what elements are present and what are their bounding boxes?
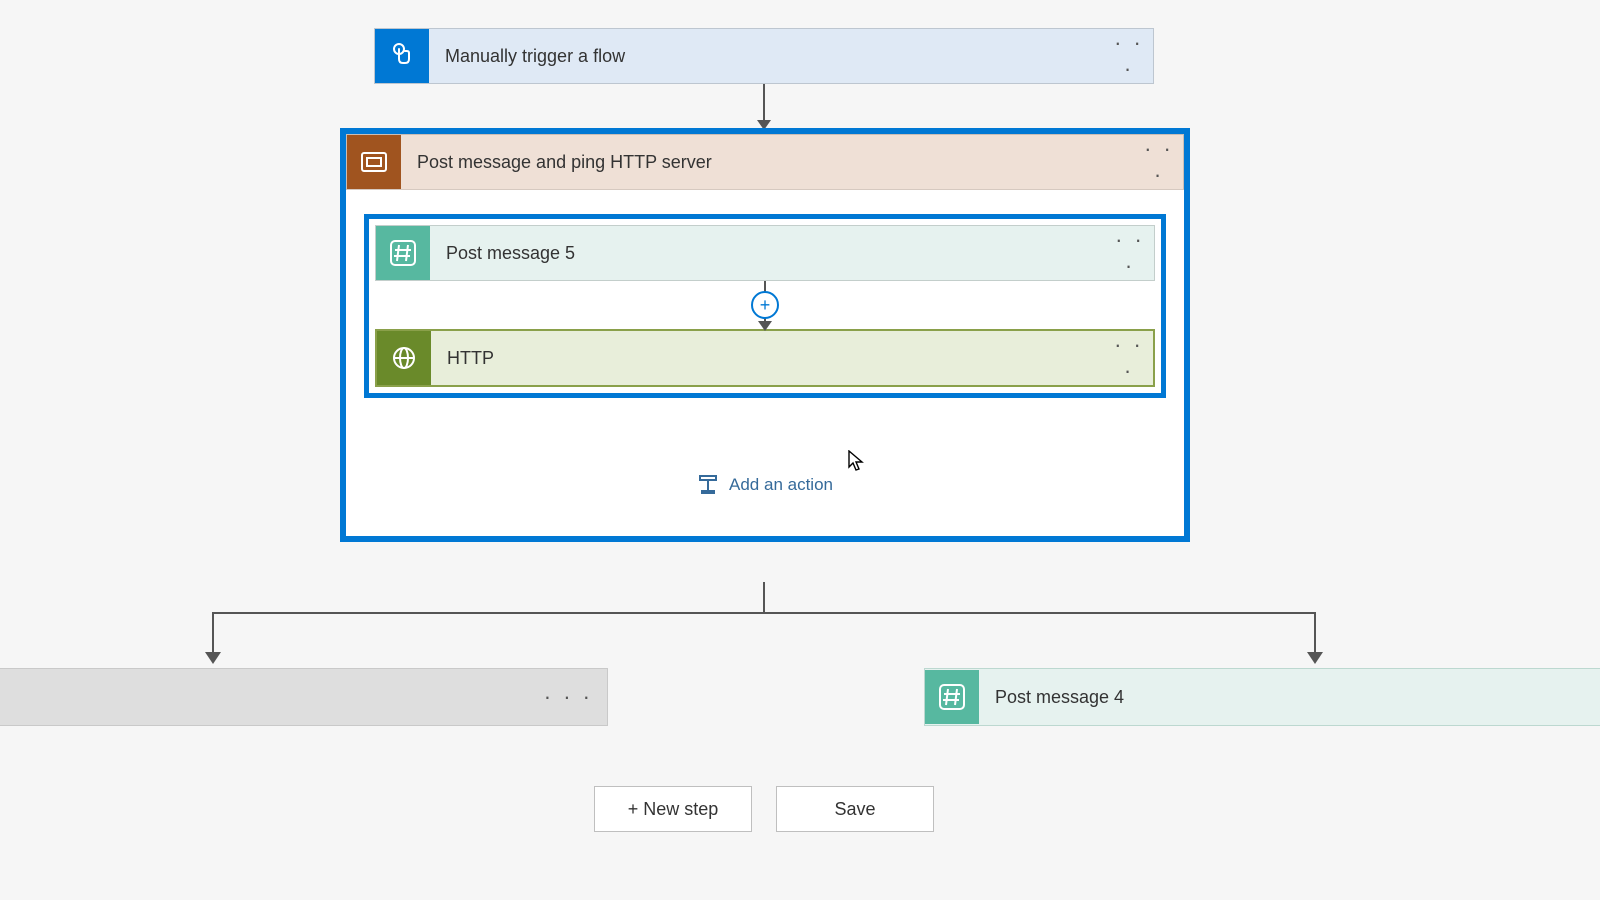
post-message-4-card[interactable]: Post message 4 [924, 668, 1600, 726]
connector-line [212, 612, 214, 656]
http-card[interactable]: HTTP · · · [375, 329, 1155, 387]
http-menu-button[interactable]: · · · [1105, 332, 1153, 384]
hash-icon [376, 226, 430, 280]
new-step-button[interactable]: + New step [594, 786, 752, 832]
scope-title: Post message and ping HTTP server [401, 152, 1135, 173]
trigger-card[interactable]: Manually trigger a flow · · · [374, 28, 1154, 84]
connector-line [212, 612, 1316, 614]
save-button[interactable]: Save [776, 786, 934, 832]
inner-connector: + [375, 281, 1155, 329]
add-step-plus-button[interactable]: + [751, 291, 779, 319]
add-action-label: Add an action [729, 475, 833, 495]
touch-icon [375, 29, 429, 83]
globe-icon [377, 331, 431, 385]
connector-line [763, 582, 765, 612]
scope-container[interactable]: Post message and ping HTTP server · · · … [340, 128, 1190, 542]
connector-line [763, 84, 765, 124]
hash-icon [925, 670, 979, 724]
add-action-button[interactable]: Add an action [346, 474, 1184, 496]
save-label: Save [834, 799, 875, 820]
post-message-5-card[interactable]: Post message 5 · · · [375, 225, 1155, 281]
http-title: HTTP [431, 348, 1105, 369]
post-message-5-menu-button[interactable]: · · · [1106, 227, 1154, 279]
inner-selection-box: Post message 5 · · · + HTTP · · · [364, 214, 1166, 398]
scope-menu-button[interactable]: · · · [1135, 136, 1183, 188]
add-action-icon [697, 474, 719, 496]
scope-header[interactable]: Post message and ping HTTP server · · · [346, 134, 1184, 190]
scope-icon [347, 135, 401, 189]
post-message-4-title: Post message 4 [979, 687, 1600, 708]
left-branch-card[interactable]: · · · [0, 668, 608, 726]
new-step-label: + New step [628, 799, 719, 820]
trigger-menu-button[interactable]: · · · [1105, 30, 1153, 82]
left-branch-menu-button[interactable]: · · · [544, 684, 593, 710]
post-message-5-title: Post message 5 [430, 243, 1106, 264]
connector-line [1314, 612, 1316, 656]
trigger-title: Manually trigger a flow [429, 46, 1105, 67]
